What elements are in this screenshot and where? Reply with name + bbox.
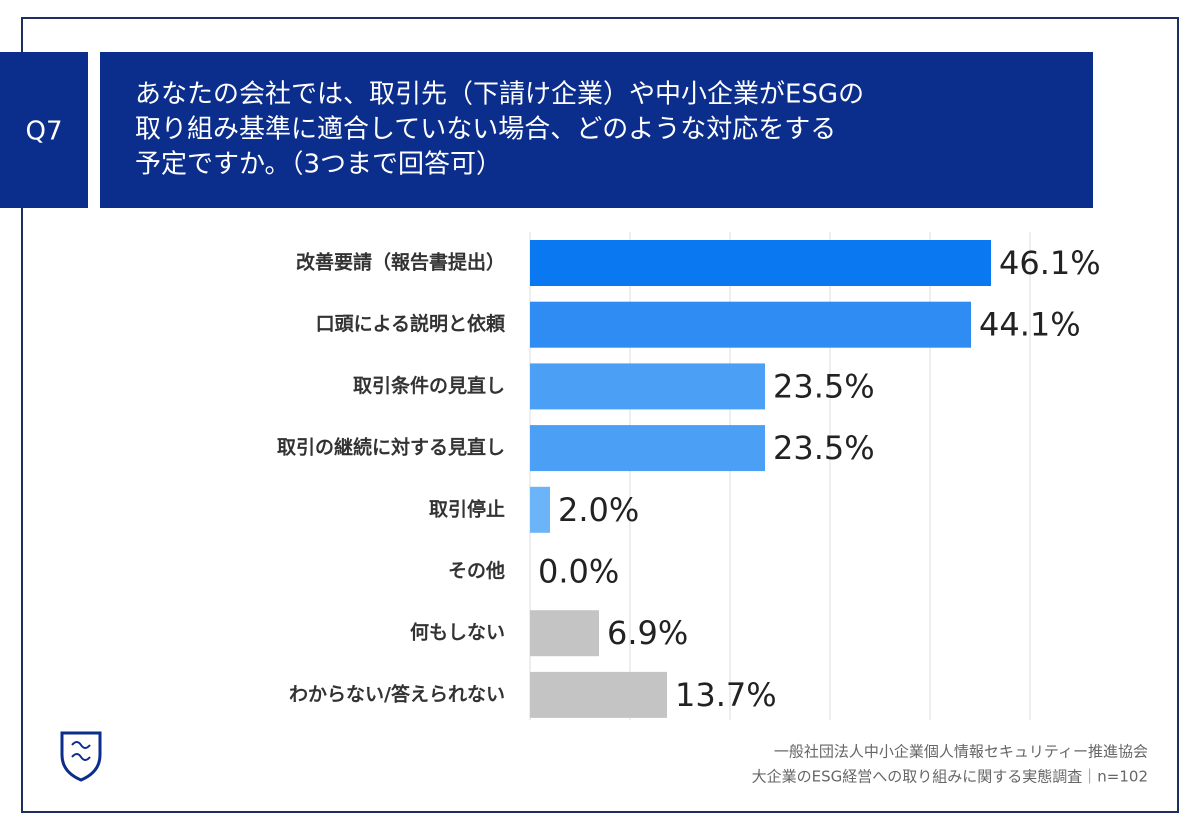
value-label: 23.5%	[773, 367, 875, 405]
category-label: わからない/答えられない	[289, 682, 505, 705]
value-label: 13.7%	[675, 676, 777, 714]
frame	[21, 17, 1179, 813]
value-label: 6.9%	[607, 614, 688, 652]
value-label: 46.1%	[999, 244, 1101, 282]
value-label: 2.0%	[558, 491, 639, 529]
title-line: 取り組み基準に適合していない場合、どのような対応をする	[135, 115, 836, 145]
category-label: その他	[448, 559, 505, 582]
value-label: 0.0%	[538, 553, 619, 591]
category-label: 口頭による説明と依頼	[316, 312, 506, 335]
bar	[530, 301, 971, 348]
title-box	[100, 52, 1093, 208]
category-label: 取引の継続に対する見直し	[277, 436, 505, 459]
title-line: あなたの会社では、取引先（下請け企業）や中小企業がESGの	[135, 80, 864, 110]
bar	[530, 425, 765, 472]
category-label: 何もしない	[410, 621, 505, 644]
value-label: 23.5%	[773, 429, 875, 467]
category-label: 取引条件の見直し	[353, 374, 505, 397]
question-number: Q7	[25, 117, 62, 147]
title-line: 予定ですか。（3つまで回答可）	[135, 150, 502, 180]
source-text: 一般社団法人中小企業個人情報セキュリティー推進協会	[774, 743, 1148, 761]
bar	[530, 610, 599, 657]
bar	[530, 240, 991, 286]
question-box	[0, 52, 88, 208]
category-label: 改善要請（報告書提出）	[296, 251, 505, 274]
bar	[530, 671, 667, 718]
value-label: 44.1%	[979, 306, 1081, 344]
category-label: 取引停止	[429, 497, 505, 520]
bar	[530, 363, 765, 410]
bar	[530, 486, 550, 533]
source-text: 大企業のESG経営への取り組みに関する実態調査｜n=102	[752, 768, 1148, 786]
logo	[60, 731, 102, 782]
